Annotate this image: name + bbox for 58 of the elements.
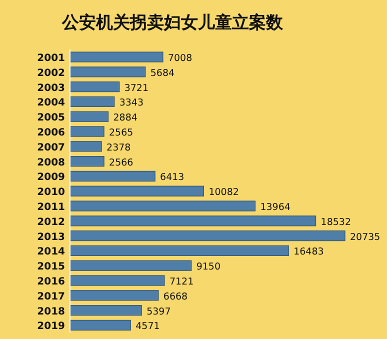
bar (70, 141, 102, 152)
data-label: 20735 (350, 232, 380, 243)
data-label: 6668 (163, 291, 188, 302)
data-label: 13964 (260, 202, 290, 213)
bar (70, 305, 142, 316)
y-tick-label: 2010 (37, 187, 66, 198)
bar (70, 186, 204, 196)
data-label: 9150 (196, 262, 221, 273)
data-label: 3343 (119, 98, 144, 109)
data-label: 18532 (320, 216, 352, 228)
bar (70, 82, 120, 92)
data-label: 5684 (150, 68, 175, 79)
y-tick-label: 2013 (37, 232, 66, 243)
bar (70, 260, 192, 271)
y-tick-label: 2003 (37, 82, 66, 94)
data-label: 2566 (109, 157, 134, 168)
bar (70, 245, 289, 256)
y-tick-label: 2005 (37, 112, 66, 124)
data-label: 5397 (146, 306, 171, 318)
y-tick-label: 2018 (37, 306, 66, 318)
data-label: 10082 (208, 187, 239, 198)
data-label: 16483 (294, 246, 324, 258)
y-tick-label: 2009 (37, 172, 66, 184)
data-label: 2565 (109, 128, 134, 138)
data-label: 3721 (124, 82, 149, 94)
y-tick-label: 2011 (37, 202, 66, 213)
y-tick-label: 2016 (37, 276, 66, 288)
bar (70, 170, 156, 182)
data-label: 2378 (106, 142, 131, 154)
y-tick-label: 2007 (37, 142, 66, 154)
data-label: 2884 (113, 112, 138, 124)
bar (70, 275, 165, 286)
bar (70, 156, 104, 167)
y-tick-label: 2001 (37, 53, 66, 64)
y-tick-label: 2015 (37, 262, 66, 273)
data-label: 7008 (168, 53, 192, 64)
y-tick-label: 2019 (37, 321, 66, 332)
bar (70, 320, 131, 330)
y-tick-label: 2017 (37, 291, 66, 302)
y-tick-label: 2002 (37, 68, 66, 79)
bar (70, 216, 316, 226)
y-tick-label: 2012 (37, 216, 66, 228)
bar (70, 290, 159, 301)
bar (70, 126, 104, 137)
bar (70, 200, 256, 212)
y-tick-label: 2014 (37, 246, 66, 258)
y-tick-label: 2004 (37, 98, 66, 109)
data-label: 4571 (136, 321, 160, 332)
chart-title: 公安机关拐卖妇女儿童立案数 (61, 12, 284, 33)
data-label: 6413 (160, 172, 184, 184)
bar (70, 66, 146, 78)
bar (70, 52, 164, 62)
data-label: 7121 (169, 276, 194, 288)
bar (70, 230, 346, 242)
bar (70, 111, 109, 122)
y-tick-label: 2006 (37, 128, 66, 138)
y-tick-label: 2008 (37, 157, 66, 168)
bar (70, 96, 115, 107)
